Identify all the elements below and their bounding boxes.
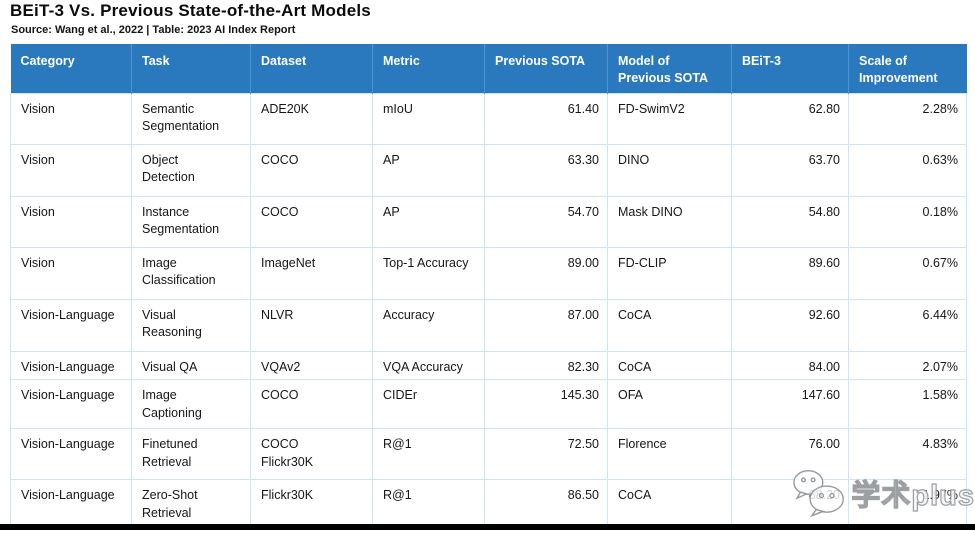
column-header-model-of-previous-sota: Model of Previous SOTA [607,44,732,93]
cell-category: Vision-Language [10,350,132,380]
column-header-dataset: Dataset [250,44,373,93]
cell-category: Vision [10,246,132,300]
cell-beit-3: 89.60 [731,246,849,300]
cell-scale-of-improvement: 1.97% [848,479,967,526]
cell-model-of-previous-sota: FD-SwimV2 [607,92,732,145]
table-row: Vision-Language Finetuned Retrieval COCO F… [10,428,967,480]
cell-model-of-previous-sota: CoCA [607,350,732,380]
table-row: Vision-Language Zero-Shot Retrieval Flickr… [10,479,967,526]
cell-metric: CIDEr [372,379,485,429]
cell-category: Vision [10,92,132,145]
cell-previous-sota: 89.00 [484,246,608,300]
cell-task: Instance Segmentation [131,195,251,248]
cell-task: Semantic Segmentation [131,92,251,145]
cell-task: Image Classification [131,246,251,300]
cell-dataset: COCO [250,143,373,197]
cell-previous-sota: 63.30 [484,143,608,197]
cell-beit-3: 84.00 [731,350,849,380]
cell-previous-sota: 87.00 [484,298,608,352]
cell-category: Vision-Language [10,428,132,480]
cell-dataset: VQAv2 [250,350,373,380]
cell-model-of-previous-sota: Mask DINO [607,195,732,248]
cell-metric: R@1 [372,479,485,526]
cell-metric: VQA Accuracy [372,350,485,380]
cell-dataset: COCO Flickr30K [250,428,373,480]
column-header-previous-sota: Previous SOTA [484,44,608,93]
cell-model-of-previous-sota: FD-CLIP [607,246,732,300]
cell-task: Image Captioning [131,379,251,429]
cell-dataset: ImageNet [250,246,373,300]
cell-model-of-previous-sota: Florence [607,428,732,480]
cell-task: Object Detection [131,143,251,197]
table-row: Vision Semantic Segmentation ADE20K mIoU 61.… [10,92,967,145]
cell-scale-of-improvement: 1.58% [848,379,967,429]
cell-beit-3: 92.60 [731,298,849,352]
cell-model-of-previous-sota: CoCA [607,479,732,526]
cell-scale-of-improvement: 0.18% [848,195,967,248]
table-row: Vision Image Classification ImageNet Top-1 … [10,246,967,300]
table-row: Vision-Language Image Captioning COCO CIDEr… [10,379,967,429]
page-title: BEiT-3 Vs. Previous State-of-the-Art Mod… [10,1,371,20]
cell-task: Zero-Shot Retrieval [131,479,251,526]
results-table: Category Task Dataset Metric Previous SOTA Mo… [10,44,967,526]
cell-dataset: ADE20K [250,92,373,145]
cell-previous-sota: 82.30 [484,350,608,380]
table-header-row: Category Task Dataset Metric Previous SOTA Mo… [10,44,967,93]
cell-beit-3: 147.60 [731,379,849,429]
cell-scale-of-improvement: 0.67% [848,246,967,300]
cell-previous-sota: 145.30 [484,379,608,429]
source-caption: Source: Wang et al., 2022 | Table: 2023 … [11,24,296,36]
cell-previous-sota: 72.50 [484,428,608,480]
cell-task: Visual Reasoning [131,298,251,352]
cell-beit-3: 63.70 [731,143,849,197]
column-header-metric: Metric [372,44,485,93]
cell-beit-3: 62.80 [731,92,849,145]
cell-category: Vision [10,195,132,248]
bottom-divider-bar [0,524,975,530]
column-header-scale-of-improvement: Scale of Improvement [848,44,967,93]
table-row: Vision-Language Visual Reasoning NLVR Accur… [10,298,967,352]
cell-category: Vision-Language [10,298,132,352]
table-body: Vision Semantic Segmentation ADE20K mIoU 61.… [10,92,967,526]
cell-category: Vision-Language [10,479,132,526]
cell-scale-of-improvement: 2.28% [848,92,967,145]
cell-task: Visual QA [131,350,251,380]
table-row: Vision Object Detection COCO AP 63.30 DINO 63.… [10,143,967,197]
cell-metric: R@1 [372,428,485,480]
cell-model-of-previous-sota: OFA [607,379,732,429]
cell-scale-of-improvement: 0.63% [848,143,967,197]
cell-model-of-previous-sota: DINO [607,143,732,197]
cell-metric: mIoU [372,92,485,145]
column-header-category: Category [10,44,132,93]
cell-scale-of-improvement: 4.83% [848,428,967,480]
cell-model-of-previous-sota: CoCA [607,298,732,352]
cell-category: Vision [10,143,132,197]
cell-previous-sota: 61.40 [484,92,608,145]
cell-scale-of-improvement: 6.44% [848,298,967,352]
cell-metric: Top-1 Accuracy [372,246,485,300]
cell-task: Finetuned Retrieval [131,428,251,480]
cell-dataset: COCO [250,195,373,248]
cell-metric: AP [372,143,485,197]
cell-dataset: COCO [250,379,373,429]
cell-category: Vision-Language [10,379,132,429]
cell-dataset: NLVR [250,298,373,352]
table-row: Vision Instance Segmentation COCO AP 54.70 Ma… [10,195,967,248]
table-row: Vision-Language Visual QA VQAv2 VQA Accurac… [10,350,967,380]
cell-metric: AP [372,195,485,248]
cell-beit-3: 76.00 [731,428,849,480]
cell-beit-3: 88.20 [731,479,849,526]
cell-previous-sota: 54.70 [484,195,608,248]
cell-previous-sota: 86.50 [484,479,608,526]
cell-dataset: Flickr30K [250,479,373,526]
cell-beit-3: 54.80 [731,195,849,248]
cell-metric: Accuracy [372,298,485,352]
column-header-task: Task [131,44,251,93]
column-header-beit-3: BEiT-3 [731,44,849,93]
cell-scale-of-improvement: 2.07% [848,350,967,380]
